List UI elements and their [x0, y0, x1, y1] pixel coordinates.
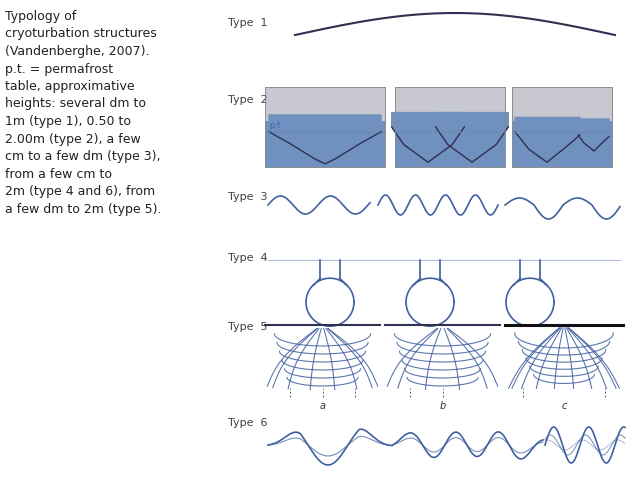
Polygon shape: [436, 113, 508, 162]
Text: Type  1: Type 1: [228, 18, 268, 28]
FancyBboxPatch shape: [512, 120, 612, 167]
Text: Typology of
cryoturbation structures
(Vandenberghe, 2007).
p.t. = permafrost
tab: Typology of cryoturbation structures (Va…: [5, 10, 161, 216]
Polygon shape: [392, 113, 464, 162]
Text: p.t.: p.t.: [269, 121, 283, 130]
Text: c: c: [561, 401, 566, 411]
FancyBboxPatch shape: [265, 87, 385, 167]
Text: Type  6: Type 6: [228, 418, 268, 428]
Polygon shape: [578, 119, 609, 151]
Text: b: b: [440, 401, 445, 411]
FancyBboxPatch shape: [395, 87, 505, 167]
Text: Type  2: Type 2: [228, 95, 268, 105]
Polygon shape: [515, 118, 580, 162]
Text: Type  4: Type 4: [228, 253, 268, 263]
FancyBboxPatch shape: [265, 120, 385, 167]
Text: Type  3: Type 3: [228, 192, 268, 202]
Text: a: a: [319, 401, 326, 411]
Text: Type  5: Type 5: [228, 322, 268, 332]
Polygon shape: [269, 115, 381, 164]
FancyBboxPatch shape: [395, 120, 505, 167]
FancyBboxPatch shape: [512, 87, 612, 167]
